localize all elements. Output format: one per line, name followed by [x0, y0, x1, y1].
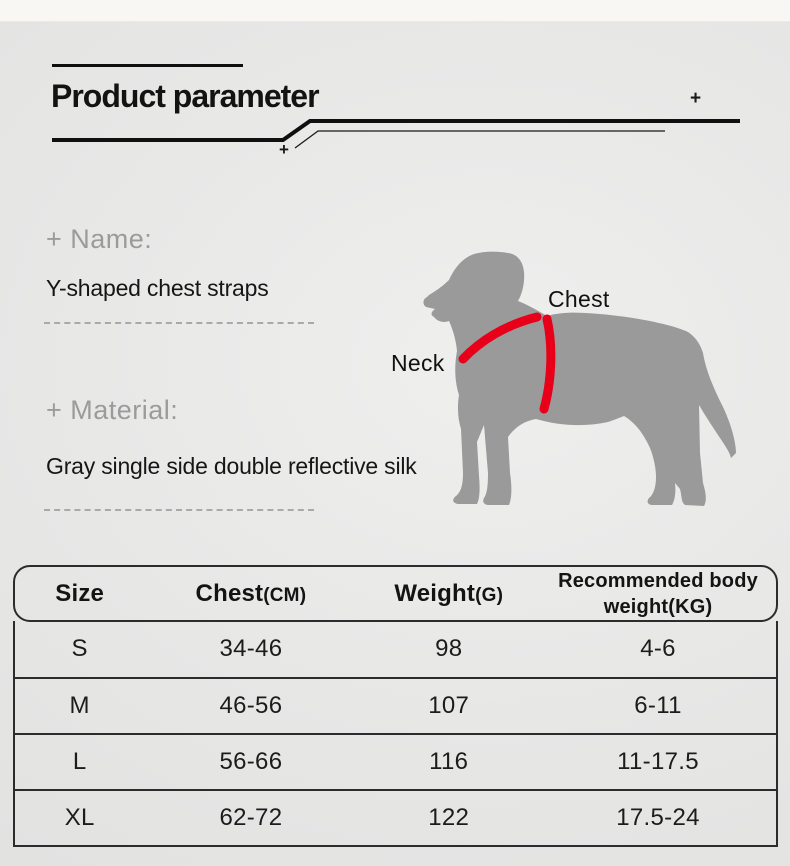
column-header-recommended-weight: Recommended body weight(KG) — [558, 569, 758, 618]
chest-strap-icon — [539, 314, 556, 414]
cell-chest: 46-56 — [219, 692, 283, 719]
cell-recommended: 11-17.5 — [617, 748, 699, 775]
cell-weight: 98 — [435, 635, 463, 662]
material-value: Gray single side double reflective silk — [46, 453, 417, 479]
cell-chest: 56-66 — [219, 748, 283, 775]
title-top-rule — [52, 64, 243, 67]
table-row-l: L 56-66 116 11-17.5 — [15, 733, 776, 789]
cell-size: M — [69, 692, 90, 719]
cell-weight: 107 — [428, 692, 470, 719]
cell-weight: 116 — [429, 748, 469, 775]
cell-size: XL — [64, 804, 95, 831]
dashed-divider — [44, 322, 314, 324]
chest-label: Chest — [548, 286, 610, 312]
dashed-divider — [44, 509, 314, 511]
cell-size: S — [71, 635, 88, 662]
table-row-s: S 34-46 98 4-6 — [15, 621, 776, 677]
cell-recommended: 6-11 — [634, 692, 682, 719]
neck-strap-icon — [458, 312, 542, 364]
column-header-chest: Chest(CM) — [195, 579, 307, 607]
material-label: + Material: — [46, 395, 179, 425]
table-row-xl: XL 62-72 122 17.5-24 — [15, 789, 776, 845]
cell-size: L — [72, 748, 87, 775]
cell-chest: 62-72 — [219, 804, 283, 831]
cell-recommended: 4-6 — [640, 635, 676, 662]
name-value: Y-shaped chest straps — [46, 275, 269, 301]
name-label: + Name: — [46, 224, 153, 254]
plus-icon-small: + — [279, 140, 289, 159]
cell-weight: 122 — [428, 804, 470, 831]
dog-silhouette-icon — [423, 251, 736, 506]
dog-diagram — [423, 251, 736, 506]
cell-recommended: 17.5-24 — [616, 804, 700, 831]
plus-icon: + — [690, 88, 702, 109]
page-title: Product parameter — [51, 78, 320, 114]
size-table-header: Size Chest(CM) Weight(G) Recommended bod… — [13, 565, 778, 622]
column-header-weight: Weight(G) — [394, 579, 504, 607]
cell-chest: 34-46 — [219, 635, 283, 662]
column-header-size: Size — [55, 579, 105, 607]
table-row-m: M 46-56 107 6-11 — [15, 677, 776, 733]
size-table: S 34-46 98 4-6 M 46-56 107 6-11 L 56-66 … — [13, 621, 778, 847]
neck-label: Neck — [391, 350, 445, 376]
decorative-lines — [52, 119, 740, 149]
top-strip — [0, 0, 790, 22]
